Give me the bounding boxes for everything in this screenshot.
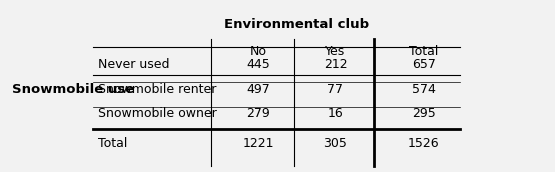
Text: 77: 77 (327, 83, 344, 96)
Text: 279: 279 (246, 108, 270, 120)
Text: No: No (250, 45, 266, 58)
Text: 497: 497 (246, 83, 270, 96)
Text: Snowmobile use: Snowmobile use (12, 83, 135, 96)
Text: Total: Total (98, 137, 128, 150)
Text: 1221: 1221 (243, 137, 274, 150)
Text: 16: 16 (327, 108, 344, 120)
Text: 445: 445 (246, 58, 270, 71)
Text: Environmental club: Environmental club (224, 18, 370, 31)
Text: 657: 657 (412, 58, 436, 71)
Text: Total: Total (409, 45, 438, 58)
Text: 212: 212 (324, 58, 347, 71)
Text: 295: 295 (412, 108, 436, 120)
Text: Never used: Never used (98, 58, 169, 71)
Text: 305: 305 (324, 137, 347, 150)
Text: Snowmobile owner: Snowmobile owner (98, 108, 217, 120)
Text: Yes: Yes (325, 45, 346, 58)
Text: Snowmobile renter: Snowmobile renter (98, 83, 216, 96)
Text: 574: 574 (412, 83, 436, 96)
Text: 1526: 1526 (408, 137, 440, 150)
